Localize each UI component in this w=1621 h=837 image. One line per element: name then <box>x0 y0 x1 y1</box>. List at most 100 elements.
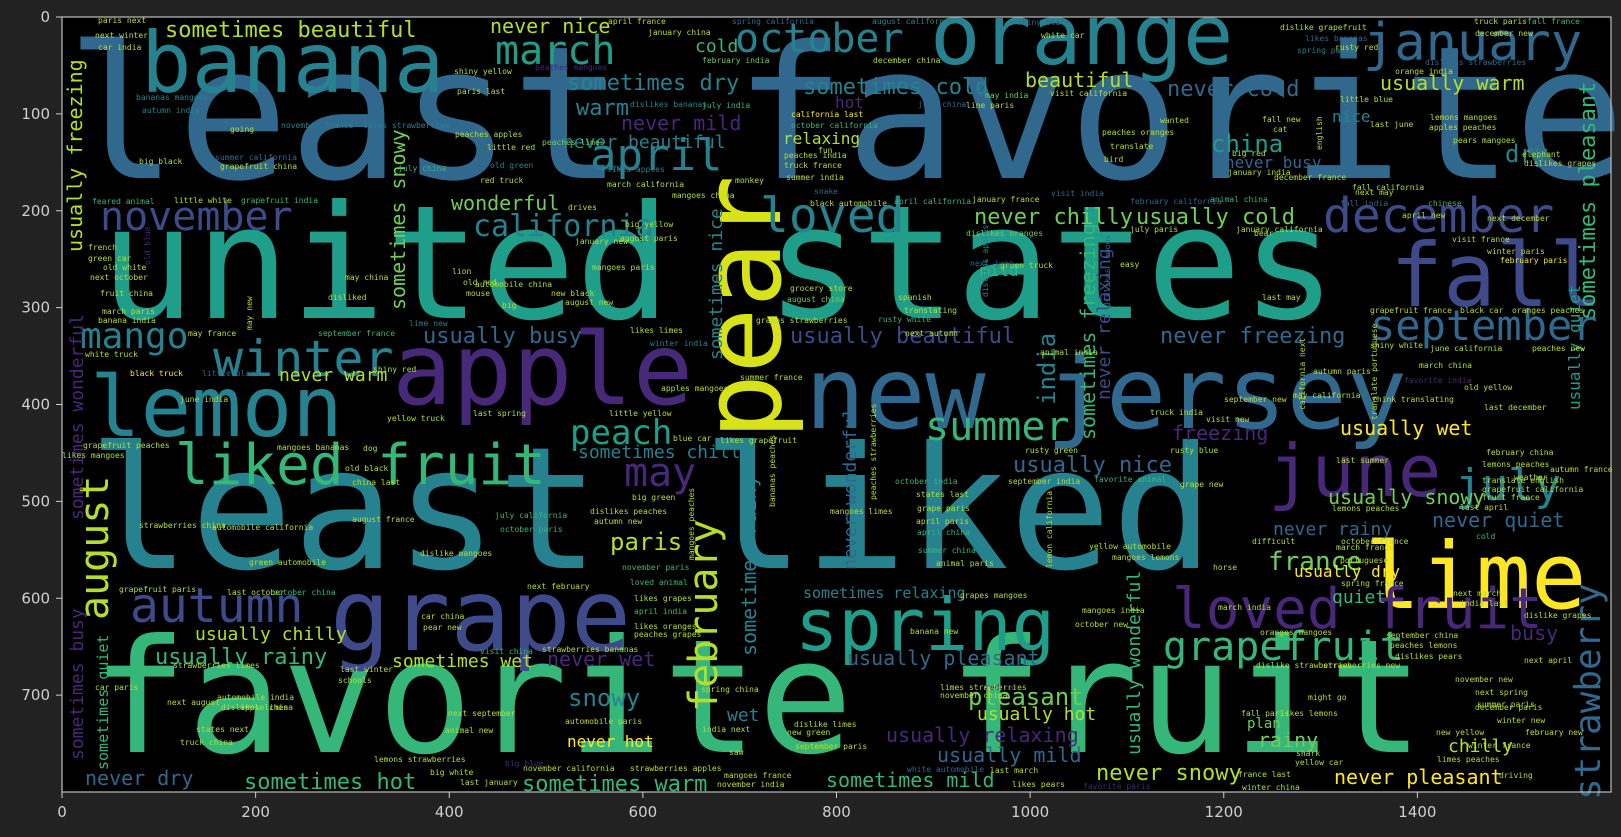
word-december: december <box>1323 188 1554 244</box>
word-october-france: october france <box>1341 537 1409 546</box>
word-wonderful: wonderful <box>451 191 559 215</box>
word-september-india: september india <box>1008 477 1080 486</box>
word-peaches-oranges: peaches oranges <box>1102 128 1174 137</box>
word-likes-limes: likes limes <box>630 326 683 335</box>
word-next-autumn: next autumn <box>905 329 958 338</box>
word-next-october: next october <box>90 273 148 282</box>
word-cat: cat <box>1273 125 1288 134</box>
word-favorite-fruit: favorite fruit <box>92 606 1424 790</box>
word-bird: bird <box>1104 155 1123 164</box>
word-rainy: rainy <box>1258 728 1318 752</box>
word-likes-grapefruit: likes grapefruit <box>720 436 797 445</box>
word-schools: schools <box>338 676 372 685</box>
word-strawberries-bananas: strawberries bananas <box>542 645 639 654</box>
word-usually-chilly: usually chilly <box>195 624 347 645</box>
word-big-yellow: big yellow <box>625 220 673 229</box>
word-lemons-peaches: lemons peaches <box>1332 504 1400 513</box>
word-car-india: car india <box>98 43 142 52</box>
word-lemons-mangoes: lemons mangoes <box>1430 113 1498 122</box>
word-rusty-green: rusty green <box>1025 446 1078 455</box>
word-english: english <box>1315 116 1324 150</box>
word-summer: summer <box>925 404 1070 450</box>
word-orange: orange <box>930 0 1233 84</box>
word-grapefruit-india: grapefruit india <box>241 196 318 205</box>
word-next-june: next june <box>970 259 1014 268</box>
word-last-october: last october <box>227 588 285 597</box>
word-spring: spring <box>795 583 1055 667</box>
word-dislike-grapes: dislike grapes <box>1524 611 1592 620</box>
word-green-car: green car <box>88 254 132 263</box>
word-mangoes-bananas: mangoes bananas <box>277 443 349 452</box>
word-usually-wet: usually wet <box>1340 416 1472 440</box>
word-july: july <box>1455 460 1561 511</box>
word-paris-next: paris next <box>98 16 146 25</box>
word-banana-india: banana india <box>98 316 156 325</box>
word-october-paris: october paris <box>500 525 563 534</box>
word-march-china: march china <box>1419 361 1472 370</box>
word-cold: cold <box>695 36 738 57</box>
word-last-april: last april <box>1460 503 1508 512</box>
word-big-red: big red <box>1232 149 1266 158</box>
word-march-paris: march paris <box>102 307 155 316</box>
word-truck-paris: truck paris <box>1474 17 1527 26</box>
word-shiny-red: shiny red <box>373 365 417 374</box>
y-tick-label: 100 <box>21 105 50 123</box>
word-autumn-india: autumn india <box>142 106 200 115</box>
word-mangoes-france: mangoes france <box>724 771 792 780</box>
word-grape-new: grape new <box>1180 480 1224 489</box>
word-apple-china: apple china <box>240 703 293 712</box>
word-never-cold: never cold <box>1167 77 1299 102</box>
word-summer-california: summer california <box>215 153 297 162</box>
word-may-france: may france <box>188 329 236 338</box>
y-tick-label: 200 <box>21 202 50 220</box>
word-wanted: wanted <box>1160 116 1189 125</box>
word-lime-new: lime new <box>409 319 448 328</box>
word-february-california: february california <box>1130 197 1222 206</box>
word-loved: loved <box>760 188 905 244</box>
word-october-california: october california <box>791 121 878 130</box>
word-big-blue: big blue <box>505 759 544 768</box>
word-february: february <box>681 519 727 712</box>
word-chilly: chilly <box>1448 736 1513 757</box>
word-orange-india: orange india <box>1395 67 1453 76</box>
word-india: india <box>1033 333 1061 405</box>
word-dislike-strawberries: dislike strawberries <box>1256 661 1353 670</box>
word-dislike-limes: dislike limes <box>794 720 857 729</box>
word-blue-car: blue car <box>673 434 712 443</box>
word-never-freezing: never freezing <box>1160 324 1345 349</box>
word-favorite-india: favorite india <box>1404 376 1472 385</box>
word-animal-india: animal india <box>1040 348 1098 357</box>
word-fall-new: fall new <box>1262 115 1301 124</box>
word-states-last: states last <box>916 490 969 499</box>
word-march: march <box>495 28 615 74</box>
word-next-winter: next winter <box>95 31 148 40</box>
word-limes-strawberries: limes strawberries <box>940 683 1027 692</box>
word-peaches-lemons: peaches lemons <box>1390 641 1458 650</box>
word-never-warm: never warm <box>279 365 387 386</box>
word-limes-peaches: limes peaches <box>1437 755 1500 764</box>
word-april-india: april india <box>634 607 687 616</box>
word-black-car: black car <box>1460 306 1504 315</box>
word-usually-rainy: usually rainy <box>155 645 327 670</box>
word-summer-india: summer india <box>786 173 844 182</box>
word-summer-paris: summer paris <box>1477 700 1535 709</box>
word-summer-france: summer france <box>740 373 803 382</box>
word-rusty-red: rusty red <box>1335 43 1379 52</box>
word-strawberries-apples: strawberries apples <box>630 764 722 773</box>
word-mangoes-paris: mangoes paris <box>592 263 655 272</box>
word-hot: hot <box>835 93 864 112</box>
word-dry: dry <box>1505 140 1548 168</box>
word-fall-paris: fall paris <box>1241 709 1289 718</box>
word-oranges-peaches: oranges peaches <box>1512 306 1584 315</box>
word-usually-nice: usually nice <box>1013 453 1172 478</box>
x-tick-label: 0 <box>57 803 67 821</box>
word-spring-china: spring china <box>701 685 759 694</box>
word-translate-portuguese: translate portuguese <box>1370 323 1379 420</box>
word-february-new: february new <box>1525 728 1583 737</box>
word-california-last: california last <box>791 110 863 119</box>
word-winter: winter <box>213 330 394 388</box>
word-december-china: december china <box>873 56 941 65</box>
word-apple: apple <box>392 311 693 428</box>
word-old-black: old black <box>345 464 389 473</box>
word-grapefruit-paris: grapefruit paris <box>119 585 196 594</box>
